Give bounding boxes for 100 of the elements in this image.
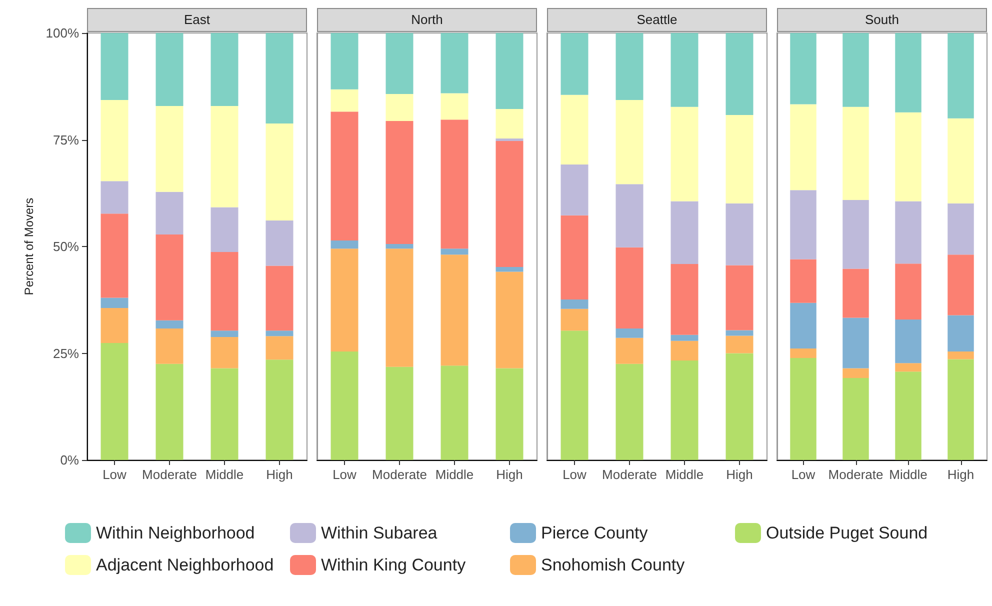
bar [330, 248, 358, 352]
bar [210, 252, 238, 331]
legend-label: Adjacent Neighborhood [96, 556, 274, 574]
bar [156, 320, 184, 328]
bar [790, 358, 816, 460]
bar [895, 372, 922, 460]
bar [330, 112, 358, 241]
bar [726, 353, 754, 460]
bar [726, 265, 754, 330]
bar [948, 203, 974, 255]
bar [266, 33, 294, 124]
x-tick-label: High [726, 467, 753, 482]
bar [842, 368, 869, 378]
x-tick-label: Low [332, 467, 358, 482]
legend-label: Pierce County [541, 524, 648, 542]
bar [156, 192, 184, 235]
bar [496, 138, 524, 142]
bar [616, 338, 644, 364]
y-tick-label: 25% [52, 346, 80, 361]
bar [726, 114, 754, 204]
bar [440, 366, 468, 460]
bar [496, 141, 524, 267]
x-tick-label: High [266, 467, 293, 482]
x-tick-label: Low [791, 467, 816, 482]
bar [842, 200, 869, 269]
bar [560, 299, 588, 309]
bar [948, 352, 974, 360]
bar [100, 100, 128, 182]
bar [156, 106, 184, 192]
bar [156, 328, 184, 364]
bar [440, 254, 468, 366]
bar [948, 315, 974, 352]
bar [948, 254, 974, 316]
bar [842, 106, 869, 200]
bar [210, 368, 238, 460]
bar [790, 302, 816, 349]
bar [560, 308, 588, 331]
bar [616, 100, 644, 184]
bar [386, 248, 414, 367]
bar [100, 343, 128, 460]
legend-label: Outside Puget Sound [766, 524, 928, 542]
x-tick-label: Middle [889, 467, 928, 482]
bar [948, 33, 974, 118]
bar [616, 247, 644, 328]
bar [560, 330, 588, 460]
bar [100, 308, 128, 343]
y-tick-label: 100% [46, 26, 80, 40]
bar [330, 33, 358, 90]
bar [386, 366, 414, 460]
bar [266, 124, 294, 220]
bar [210, 207, 238, 252]
bar [842, 33, 869, 107]
x-tick-label: Middle [435, 467, 474, 482]
bar [266, 266, 294, 331]
bar [616, 33, 644, 100]
bar [496, 266, 524, 272]
bar [210, 33, 238, 106]
legend-label: Within Neighborhood [96, 524, 255, 542]
bar [670, 334, 698, 341]
bar [560, 164, 588, 216]
bar [266, 220, 294, 266]
bar [670, 106, 698, 202]
bar [496, 109, 524, 138]
bar [156, 364, 184, 460]
bar [266, 330, 294, 336]
x-tick-label: Moderate [828, 467, 884, 482]
panel-header: North [317, 8, 537, 32]
bar [842, 268, 869, 318]
bar [948, 118, 974, 204]
bar [496, 368, 524, 460]
bar [616, 184, 644, 248]
legend-label: Snohomish County [541, 556, 686, 574]
bar [895, 363, 922, 372]
bar [616, 364, 644, 460]
x-tick-label: Low [102, 467, 128, 482]
bar [670, 360, 698, 460]
bar [330, 352, 358, 460]
x-tick-label: Low [562, 467, 588, 482]
bar [386, 94, 414, 121]
x-tick-label: High [496, 467, 523, 482]
bar [670, 264, 698, 335]
bar [100, 33, 128, 100]
bar [210, 330, 238, 338]
bar [386, 120, 414, 244]
y-tick-label: 75% [52, 132, 80, 148]
bar [156, 234, 184, 320]
bar [616, 328, 644, 338]
x-tick-label: Moderate [372, 467, 427, 482]
bar [100, 181, 128, 214]
x-tick-label: Moderate [142, 467, 197, 482]
bar [895, 201, 922, 264]
bar [790, 259, 816, 303]
legend-label: Within Subarea [321, 524, 438, 542]
bar [560, 94, 588, 165]
bar [496, 33, 524, 110]
bar [726, 203, 754, 266]
bar [842, 318, 869, 368]
bar [842, 378, 869, 460]
y-axis-title: Percent of Movers [22, 198, 36, 296]
bar [440, 248, 468, 255]
